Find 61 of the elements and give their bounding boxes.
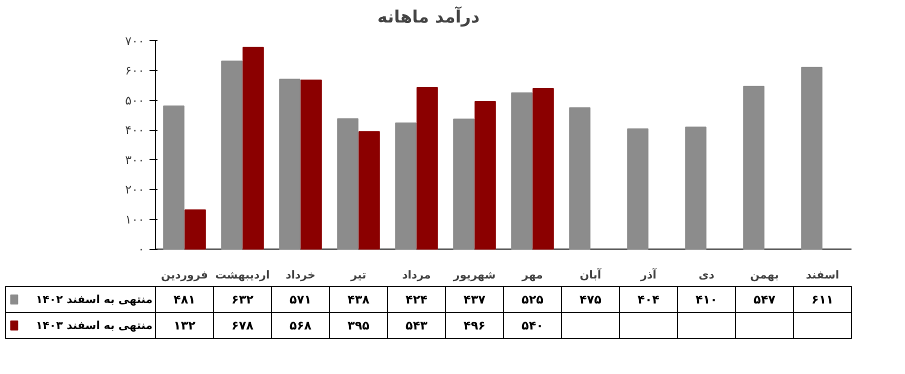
chart-title: درآمد ماهانه [377, 6, 480, 28]
bar [453, 118, 474, 250]
data-label: ۳۹۵ [348, 318, 370, 332]
legend-label: منتهی به اسفند ۱۴۰۳ [36, 319, 153, 332]
bar [221, 60, 242, 250]
x-tick-label: مهر [521, 268, 543, 282]
y-tick-label: ۰ [138, 242, 145, 256]
bar [184, 209, 206, 250]
bar [163, 106, 184, 250]
bar [337, 118, 358, 250]
x-tick-label: بهمن [750, 268, 779, 282]
bar [511, 92, 532, 250]
bar [395, 122, 416, 250]
data-label: ۴۳۸ [348, 292, 370, 306]
y-tick-label: ۷۰۰ [125, 34, 145, 48]
x-tick-label: تیر [350, 268, 366, 282]
data-label: ۴۱۰ [696, 292, 718, 306]
bar [685, 126, 706, 250]
data-label: ۱۳۲ [174, 318, 196, 332]
data-label: ۵۷۱ [290, 292, 312, 306]
data-label: ۴۸۱ [174, 292, 196, 306]
data-label: ۵۶۸ [290, 318, 312, 332]
bar [743, 86, 764, 250]
bar [569, 107, 590, 250]
y-tick-label: ۵۰۰ [125, 93, 145, 108]
bar [801, 66, 822, 250]
x-tick-label: دی [698, 268, 715, 282]
data-label: ۴۷۵ [580, 292, 602, 306]
x-tick-label: مرداد [402, 268, 431, 282]
bar [416, 87, 438, 250]
data-label: ۶۷۸ [232, 318, 254, 332]
x-tick-label: اردیبهشت [215, 268, 270, 282]
bar [532, 88, 554, 250]
data-label: ۴۳۷ [464, 292, 486, 306]
y-tick-label: ۱۰۰ [125, 212, 145, 226]
data-label: ۵۲۵ [522, 292, 544, 306]
data-label: ۵۴۰ [522, 318, 544, 332]
data-label: ۴۹۶ [464, 318, 486, 332]
y-tick-label: ۶۰۰ [125, 64, 145, 78]
bar [474, 101, 496, 250]
data-label: ۴۲۴ [406, 292, 428, 306]
data-label: ۶۱۱ [812, 292, 834, 306]
bar [279, 78, 300, 250]
bar [242, 46, 264, 250]
bar [358, 131, 380, 250]
x-tick-label: اسفند [806, 268, 840, 282]
y-tick-label: ۳۰۰ [125, 152, 145, 167]
x-tick-label: شهریور [452, 268, 496, 282]
y-tick-label: ۲۰۰ [125, 182, 145, 197]
x-tick-label: آبان [580, 268, 602, 282]
data-label: ۵۴۷ [754, 292, 776, 306]
data-label: ۵۴۳ [406, 318, 428, 332]
legend-label: منتهی به اسفند ۱۴۰۲ [36, 293, 153, 306]
bar [300, 80, 322, 250]
data-label: ۶۳۲ [232, 292, 254, 306]
x-tick-label: فروردین [161, 268, 208, 282]
y-tick-label: ۴۰۰ [125, 123, 145, 138]
x-tick-label: آذر [640, 268, 657, 282]
data-label: ۴۰۴ [638, 292, 660, 306]
x-tick-label: خرداد [286, 268, 316, 282]
bar [627, 128, 648, 250]
